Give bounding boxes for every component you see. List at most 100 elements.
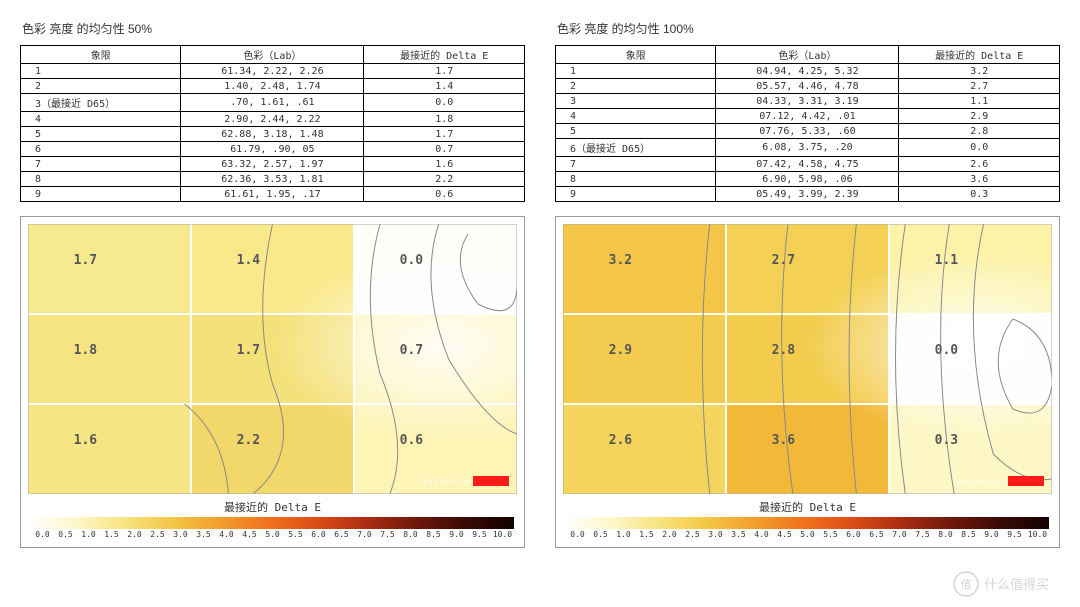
table-row: 862.36, 3.53, 1.812.2: [21, 172, 525, 187]
cell-lab: 63.32, 2.57, 1.97: [181, 157, 364, 172]
colorbar-tick: 0.0: [31, 530, 54, 539]
table-row: 104.94, 4.25, 5.323.2: [556, 64, 1060, 79]
colorbar-tick: 10.0: [491, 530, 514, 539]
red-swatch: [473, 476, 509, 486]
cell-lab: 2.90, 2.44, 2.22: [181, 112, 364, 127]
table-row: 21.40, 2.48, 1.741.4: [21, 79, 525, 94]
cell-quadrant: 5: [21, 127, 181, 142]
cell-deltae: 1.8: [364, 112, 525, 127]
cell-deltae: 1.4: [364, 79, 525, 94]
colorbar-tick: 9.0: [445, 530, 468, 539]
cell-deltae: 0.3: [899, 187, 1060, 202]
table-row: 562.88, 3.18, 1.481.7: [21, 127, 525, 142]
heatmap-value: 0.6: [400, 433, 423, 448]
colorbar-tick: 2.5: [146, 530, 169, 539]
colorbar-tick: 4.0: [215, 530, 238, 539]
table-right: 象限 色彩（Lab） 最接近的 Delta E 104.94, 4.25, 5.…: [555, 45, 1060, 202]
colorbar-tick: 3.5: [727, 530, 750, 539]
table-left: 象限 色彩（Lab） 最接近的 Delta E 161.34, 2.22, 2.…: [20, 45, 525, 202]
table-row: 3（最接近 D65）.70, 1.61, .610.0: [21, 94, 525, 112]
colorbar-tick: 1.0: [612, 530, 635, 539]
colorbar-tick: 0.0: [566, 530, 589, 539]
brand-watermark: 值 什么值得买: [952, 569, 1062, 599]
table-row: 205.57, 4.46, 4.782.7: [556, 79, 1060, 94]
colorbar-tick: 2.0: [123, 530, 146, 539]
colorbar-left: 0.00.51.01.52.02.53.03.54.04.55.05.56.06…: [25, 515, 520, 543]
cell-quadrant: 6（最接近 D65）: [556, 139, 716, 157]
table-row: 304.33, 3.31, 3.191.1: [556, 94, 1060, 109]
colorbar-tick: 7.0: [888, 530, 911, 539]
cell-quadrant: 8: [556, 172, 716, 187]
cell-deltae: 1.1: [899, 94, 1060, 109]
chart-box-left: datacolo 1.71.40.01.81.70.71.62.20.6 最接近…: [20, 216, 525, 548]
col-quadrant: 象限: [556, 46, 716, 64]
colorbar-tick: 5.0: [796, 530, 819, 539]
heatmap-value: 0.3: [935, 433, 958, 448]
heatmap-value: 1.1: [935, 253, 958, 268]
cell-quadrant: 1: [556, 64, 716, 79]
colorbar-tick: 8.5: [957, 530, 980, 539]
colorbar-tick: 5.0: [261, 530, 284, 539]
colorbar-tick: 3.0: [704, 530, 727, 539]
cell-quadrant: 3（最接近 D65）: [21, 94, 181, 112]
cell-deltae: 2.9: [899, 109, 1060, 124]
cell-lab: 05.49, 3.99, 2.39: [716, 187, 899, 202]
axis-title-right: 最接近的 Delta E: [560, 499, 1055, 515]
cell-deltae: 1.6: [364, 157, 525, 172]
heatmap-value: 3.6: [772, 433, 795, 448]
table-row: 961.61, 1.95, .170.6: [21, 187, 525, 202]
heatmap-value: 1.4: [237, 253, 260, 268]
colorbar-tick: 4.5: [238, 530, 261, 539]
colorbar-right: 0.00.51.01.52.02.53.03.54.04.55.05.56.06…: [560, 515, 1055, 543]
heatmap-value: 2.2: [237, 433, 260, 448]
colorbar-tick: 1.5: [635, 530, 658, 539]
cell-lab: 6.08, 3.75, .20: [716, 139, 899, 157]
datacolor-watermark: datacolo: [421, 477, 469, 488]
svg-text:值: 值: [961, 578, 972, 591]
table-row: 161.34, 2.22, 2.261.7: [21, 64, 525, 79]
table-row: 763.32, 2.57, 1.971.6: [21, 157, 525, 172]
cell-quadrant: 9: [556, 187, 716, 202]
heatmap-value: 1.7: [237, 343, 260, 358]
cell-quadrant: 7: [556, 157, 716, 172]
colorbar-tick: 5.5: [284, 530, 307, 539]
cell-lab: 07.42, 4.58, 4.75: [716, 157, 899, 172]
colorbar-tick: 1.5: [100, 530, 123, 539]
panel-title-right: 色彩 亮度 的均匀性 100%: [555, 20, 1060, 37]
cell-lab: .70, 1.61, .61: [181, 94, 364, 112]
cell-lab: 6.90, 5.98, .06: [716, 172, 899, 187]
cell-lab: 05.57, 4.46, 4.78: [716, 79, 899, 94]
colorbar-tick: 8.0: [934, 530, 957, 539]
cell-quadrant: 4: [556, 109, 716, 124]
panel-right-100: 色彩 亮度 的均匀性 100% 象限 色彩（Lab） 最接近的 Delta E …: [555, 20, 1060, 597]
cell-deltae: 0.6: [364, 187, 525, 202]
colorbar-tick: 0.5: [54, 530, 77, 539]
col-lab: 色彩（Lab）: [181, 46, 364, 64]
heatmap-right: datacolo 3.22.71.12.92.80.02.63.60.3: [563, 224, 1052, 494]
col-deltae: 最接近的 Delta E: [364, 46, 525, 64]
col-quadrant: 象限: [21, 46, 181, 64]
cell-quadrant: 1: [21, 64, 181, 79]
table-row: 661.79, .90, 050.7: [21, 142, 525, 157]
colorbar-tick: 3.5: [192, 530, 215, 539]
cell-quadrant: 8: [21, 172, 181, 187]
colorbar-tick: 9.5: [1003, 530, 1026, 539]
colorbar-tick: 7.5: [376, 530, 399, 539]
heatmap-value: 0.0: [935, 343, 958, 358]
heatmap-value: 3.2: [609, 253, 632, 268]
cell-quadrant: 2: [556, 79, 716, 94]
cell-lab: 62.88, 3.18, 1.48: [181, 127, 364, 142]
colorbar-tick: 1.0: [77, 530, 100, 539]
cell-lab: 1.40, 2.48, 1.74: [181, 79, 364, 94]
chart-box-right: datacolo 3.22.71.12.92.80.02.63.60.3 最接近…: [555, 216, 1060, 548]
table-row: 86.90, 5.98, .063.6: [556, 172, 1060, 187]
heatmap-value: 2.6: [609, 433, 632, 448]
cell-lab: 62.36, 3.53, 1.81: [181, 172, 364, 187]
colorbar-tick: 8.0: [399, 530, 422, 539]
colorbar-tick: 4.5: [773, 530, 796, 539]
table-row: 407.12, 4.42, .012.9: [556, 109, 1060, 124]
colorbar-tick: 9.0: [980, 530, 1003, 539]
cell-deltae: 2.7: [899, 79, 1060, 94]
cell-deltae: 1.7: [364, 127, 525, 142]
heatmap-value: 1.7: [74, 253, 97, 268]
